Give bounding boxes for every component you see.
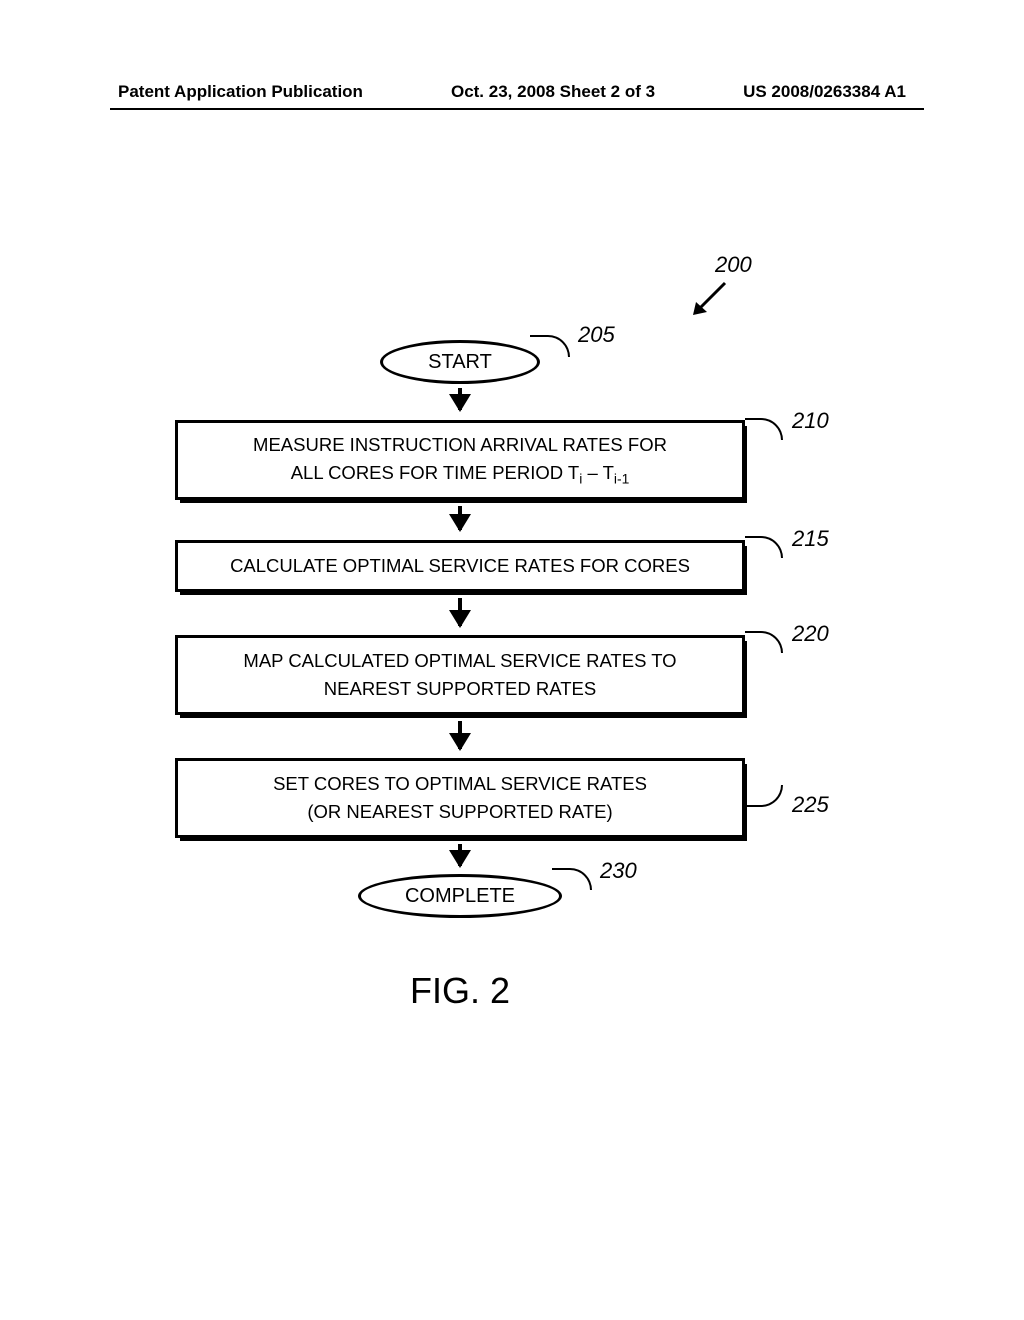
- process-215: CALCULATE OPTIMAL SERVICE RATES FOR CORE…: [175, 540, 745, 592]
- ref-220: 220: [792, 621, 829, 647]
- ref-230: 230: [600, 858, 637, 884]
- leader-230: [552, 868, 592, 890]
- header-right: US 2008/0263384 A1: [743, 82, 906, 102]
- figure-label: FIG. 2: [410, 970, 510, 1012]
- arrow-215-220: [458, 598, 462, 626]
- process-220: MAP CALCULATED OPTIMAL SERVICE RATES TO …: [175, 635, 745, 715]
- leader-205: [530, 335, 570, 357]
- leader-220: [745, 631, 783, 653]
- header-center: Oct. 23, 2008 Sheet 2 of 3: [451, 82, 655, 102]
- ref-205: 205: [578, 322, 615, 348]
- leader-215: [745, 536, 783, 558]
- leader-225: [745, 785, 783, 807]
- ref-210: 210: [792, 408, 829, 434]
- ref-200: 200: [715, 252, 752, 278]
- process-225: SET CORES TO OPTIMAL SERVICE RATES (OR N…: [175, 758, 745, 838]
- page-header: Patent Application Publication Oct. 23, …: [0, 82, 1024, 102]
- process-225-text: SET CORES TO OPTIMAL SERVICE RATES (OR N…: [273, 770, 647, 826]
- process-215-text: CALCULATE OPTIMAL SERVICE RATES FOR CORE…: [230, 552, 690, 580]
- patent-page: Patent Application Publication Oct. 23, …: [0, 0, 1024, 1320]
- terminator-complete: COMPLETE: [358, 874, 562, 918]
- complete-text: COMPLETE: [405, 885, 515, 908]
- arrow-220-225: [458, 721, 462, 749]
- arrow-start-210: [458, 388, 462, 410]
- ref-215: 215: [792, 526, 829, 552]
- process-210-text: MEASURE INSTRUCTION ARRIVAL RATES FOR AL…: [253, 431, 667, 489]
- terminator-start: START: [380, 340, 540, 384]
- process-210: MEASURE INSTRUCTION ARRIVAL RATES FOR AL…: [175, 420, 745, 500]
- start-text: START: [428, 351, 492, 374]
- ref-200-arrow-icon: [690, 278, 730, 318]
- arrow-225-complete: [458, 844, 462, 866]
- process-220-text: MAP CALCULATED OPTIMAL SERVICE RATES TO …: [243, 647, 676, 703]
- arrow-210-215: [458, 506, 462, 530]
- header-left: Patent Application Publication: [118, 82, 363, 102]
- ref-225: 225: [792, 792, 829, 818]
- leader-210: [745, 418, 783, 440]
- header-rule: [110, 108, 924, 110]
- flowchart-fig-2: 200 START 205 MEASURE INSTRUCTION ARRIVA…: [160, 260, 924, 1120]
